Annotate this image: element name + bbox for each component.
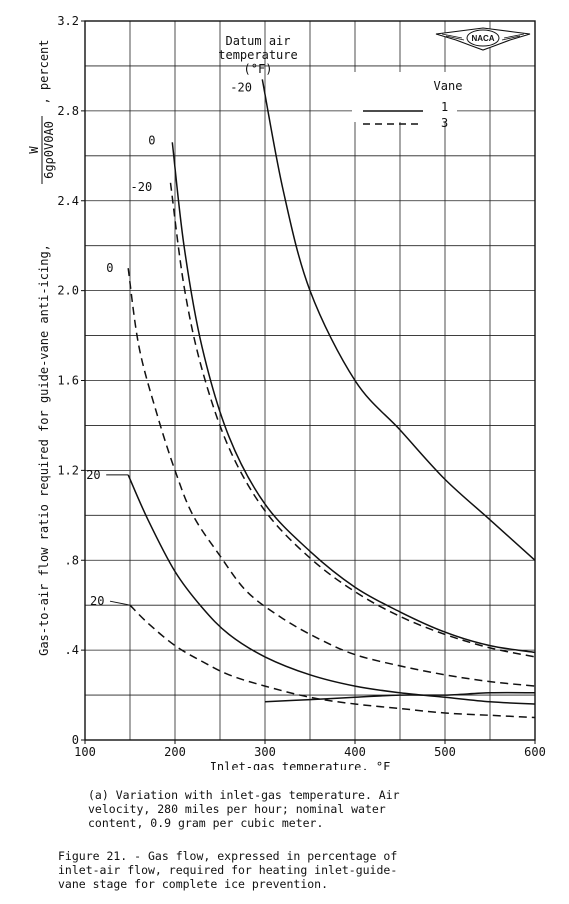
x-tick-label: 200 (164, 745, 186, 759)
x-axis-label: Inlet-gas temperature, °F (210, 760, 391, 770)
series-vane-1-temp-20 (264, 691, 536, 703)
annotation-line-1: Datum air (225, 34, 290, 48)
curve-label: 20 (86, 468, 100, 482)
y-tick-label: 2.8 (57, 104, 79, 118)
curve-label: 0 (148, 133, 155, 147)
legend-box (352, 72, 457, 122)
series-vane-3-temp-0 (127, 268, 536, 687)
x-tick-label: 400 (344, 745, 366, 759)
grid (85, 21, 535, 740)
x-tick-label: 600 (524, 745, 546, 759)
y-tick-label: 0 (72, 733, 79, 747)
y-axis-unit: , percent (37, 39, 51, 104)
curve-label: -20 (230, 80, 252, 94)
y-axis-label-group: Gas-to-air flow ratio required for guide… (27, 39, 56, 655)
series-vane-1-temp-minus-20 (261, 79, 536, 561)
curve-label: 20 (90, 594, 104, 608)
figure-caption: Figure 21. - Gas flow, expressed in perc… (58, 849, 398, 891)
curve-label: 0 (106, 261, 113, 275)
naca-logo-badge (466, 29, 500, 47)
x-tick-label: 100 (74, 745, 96, 759)
annotation-line-2: temperature (218, 48, 297, 62)
legend-label-vane-3: 3 (441, 116, 448, 130)
y-tick-label: 3.2 (57, 14, 79, 28)
naca-logo-text: NACA (471, 34, 494, 43)
series-layer (127, 79, 536, 719)
curve-label-leader (109, 600, 131, 606)
annotation-line-3: (°F) (244, 62, 273, 76)
y-axis-formula-numerator: W (27, 146, 41, 154)
x-tick-label: 500 (434, 745, 456, 759)
series-vane-1-temp-20 (127, 474, 536, 705)
series-vane-1-temp-0 (171, 142, 536, 654)
y-tick-label: 2.4 (57, 194, 79, 208)
y-tick-label: 1.6 (57, 374, 79, 388)
naca-logo: NACA (435, 27, 531, 51)
legend: Vane 1 3 (352, 72, 462, 130)
naca-logo-wing-lines (441, 33, 525, 41)
y-axis-label: Gas-to-air flow ratio required for guide… (37, 244, 51, 656)
legend-label-vane-1: 1 (441, 100, 448, 114)
series-vane-3-temp-20 (129, 604, 536, 719)
x-tick-label: 300 (254, 745, 276, 759)
caption-subfigure-a: (a) Variation with inlet-gas temperature… (88, 788, 400, 830)
y-axis-formula-denominator: 6gρ0V0A0 (42, 121, 56, 179)
ticks-layer: 100 200 300 400 500 6000.4.81.21.62.02.42.83.… (57, 14, 546, 759)
chart: 100 200 300 400 500 6000.4.81.21.62.02.42.83.… (27, 14, 546, 770)
legend-title: Vane (434, 79, 463, 93)
y-tick-label: 2.0 (57, 284, 79, 298)
curve-label: -20 (131, 180, 153, 194)
y-tick-label: .4 (65, 643, 79, 657)
labels-layer: -20 0 -20 0 20 20 (86, 80, 252, 608)
y-tick-label: .8 (65, 553, 79, 567)
y-tick-label: 1.2 (57, 463, 79, 477)
